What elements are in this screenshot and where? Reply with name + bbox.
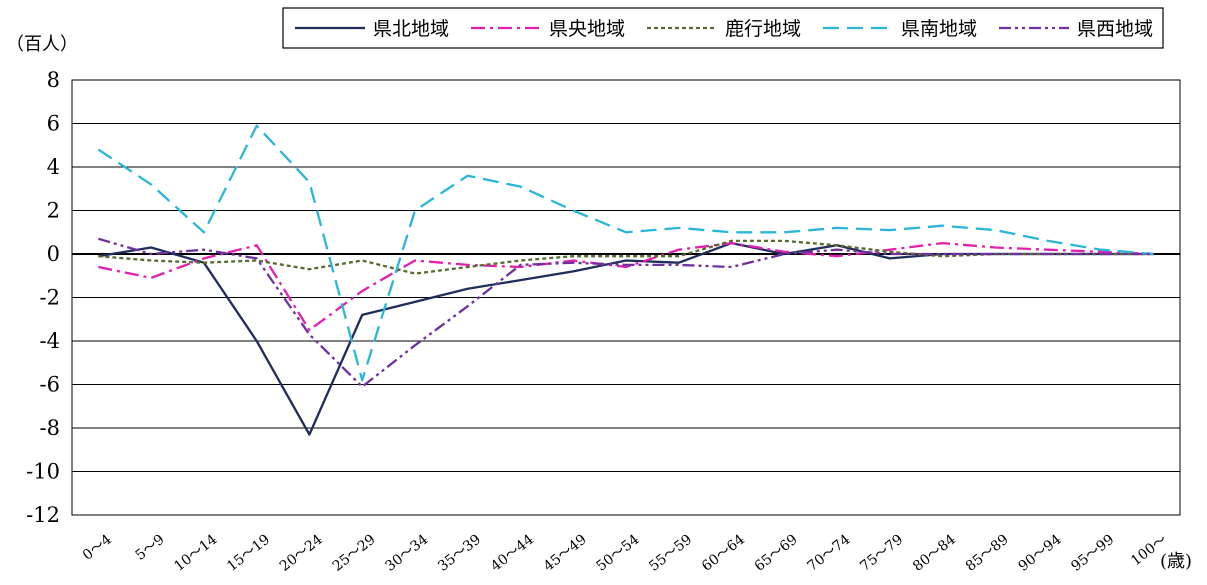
y-tick-label: 0 [47, 242, 60, 266]
y-tick-label: 2 [47, 199, 60, 223]
x-tick-label: 90～94 [1016, 531, 1065, 574]
y-tick-label: 4 [47, 155, 60, 179]
series-line-2 [98, 239, 1154, 275]
x-tick-label: 5～9 [133, 532, 168, 564]
axes: 8 6 4 2 0 -2 -4 -6 -8 -10 -12 0～4 5～9 10～14 15～19 20～24… [26, 68, 1170, 575]
x-tick-label: 75～79 [857, 532, 906, 575]
gridlines [71, 79, 1181, 516]
x-tick-label: 35～39 [435, 532, 484, 575]
series-line-0 [98, 241, 1154, 436]
x-tick-label: 50～54 [593, 531, 642, 574]
x-axis-unit-label: (歳) [1160, 551, 1192, 572]
x-tick-label: 20～24 [277, 531, 326, 574]
x-tick-label: 0～4 [80, 531, 115, 563]
x-tick-label: 95～99 [1068, 532, 1117, 575]
x-tick-label: 15～19 [224, 532, 273, 575]
x-tick-label: 65～69 [752, 532, 801, 575]
legend-label: 県南地域 [901, 18, 977, 40]
x-tick-label: 40～44 [488, 531, 537, 574]
y-tick-label: -2 [40, 286, 60, 310]
y-tick-label: -8 [40, 416, 60, 440]
x-tick-label: 85～89 [963, 532, 1012, 575]
y-tick-label: -12 [26, 503, 60, 527]
y-tick-label: -4 [40, 329, 60, 353]
y-tick-label: -6 [40, 373, 60, 397]
x-tick-label: 45～49 [541, 532, 590, 575]
x-tick-label: 30～34 [382, 531, 431, 574]
legend: 県北地域 県央地域 鹿行地域 県南地域 県西地域 [282, 7, 1164, 49]
x-tick-label: 70～74 [805, 531, 854, 574]
x-tick-label: 55～59 [646, 532, 695, 575]
legend-label: 鹿行地域 [725, 18, 801, 40]
x-tick-label: 80～84 [910, 531, 959, 574]
x-tick-label: 60～64 [699, 531, 748, 574]
legend-label: 県央地域 [549, 18, 625, 40]
legend-label: 県北地域 [373, 18, 449, 40]
series-lines [97, 124, 1154, 436]
y-tick-label: -10 [26, 460, 60, 484]
y-axis-label: （百人） [6, 34, 78, 55]
x-tick-label: 25～29 [330, 532, 379, 575]
x-tick-label: 10～14 [171, 531, 220, 574]
y-tick-label: 6 [47, 112, 60, 136]
y-tick-label: 8 [47, 68, 60, 92]
legend-label: 県西地域 [1077, 18, 1153, 40]
